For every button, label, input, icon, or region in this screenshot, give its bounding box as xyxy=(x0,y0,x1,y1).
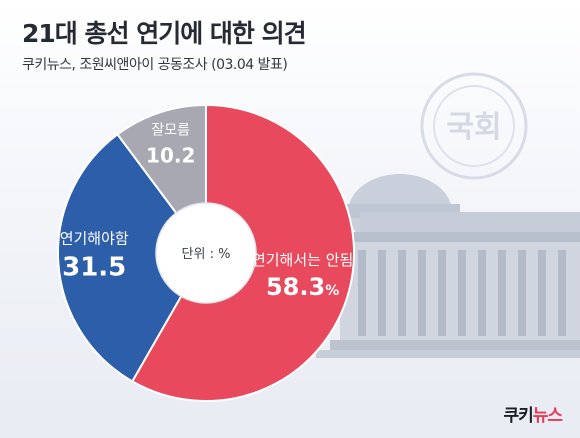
assembly-building xyxy=(316,174,580,358)
brand-logo: 쿠키뉴스 xyxy=(503,401,563,426)
brand-logo-part1: 쿠키 xyxy=(503,406,533,426)
slice-value-2: 31.5 xyxy=(62,253,126,283)
pie-center-hole xyxy=(155,202,257,304)
brand-logo-part2: 뉴스 xyxy=(532,406,563,426)
assembly-emblem: 국회 xyxy=(420,72,528,180)
slice-label-3: 잘모름 xyxy=(151,123,190,139)
slice-label-1: 연기해서는 안됨 xyxy=(252,251,353,269)
slice-label-2: 연기해야함 xyxy=(60,230,129,248)
emblem-text: 국회 xyxy=(446,110,501,145)
slice-value-3: 10.2 xyxy=(146,144,195,168)
pie-slice-2 xyxy=(57,132,208,383)
center-unit-label: 단위 : % xyxy=(182,247,231,262)
slice-unit-1: % xyxy=(325,283,339,299)
page-title: 21대 총선 연기에 대한 의견 xyxy=(22,19,307,48)
page-subtitle: 쿠키뉴스, 조원씨앤아이 공동조사 (03.04 발표) xyxy=(22,57,288,73)
